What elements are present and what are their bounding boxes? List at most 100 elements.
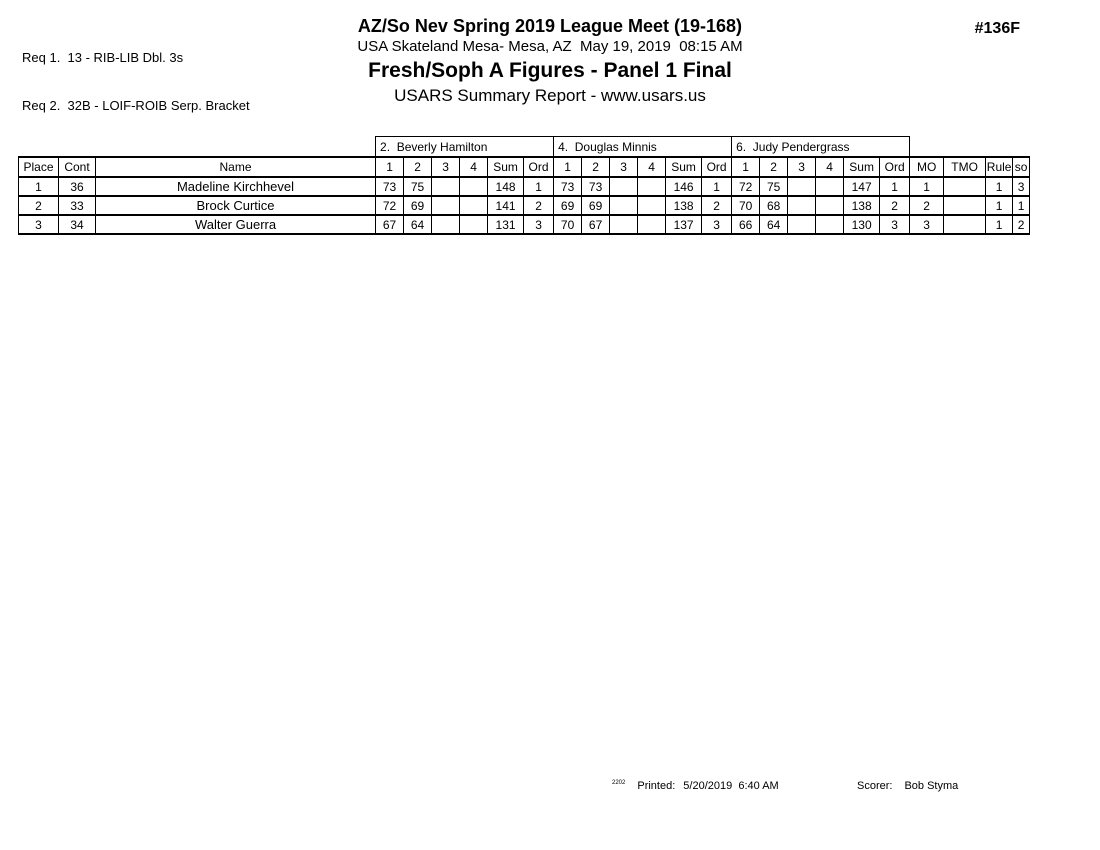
cell-score-j2-t2: 73: [581, 176, 611, 197]
meet-title: AZ/So Nev Spring 2019 League Meet (19-16…: [357, 16, 743, 36]
col-header-cont: Cont: [58, 156, 96, 178]
cell-tmo: [943, 176, 987, 197]
cell-tmo: [943, 214, 987, 235]
col-header-j3-trial-1: 1: [731, 156, 761, 178]
col-header-j1-trial-3: 3: [431, 156, 461, 178]
cell-score-j1-t4: [459, 176, 489, 197]
cell-score-j1-t1: 67: [375, 214, 405, 235]
col-header-j3-sum: Sum: [843, 156, 881, 178]
results-body: 1 36 Madeline Kirchhevel 73 75 148 1 73 73 146 1 72…: [18, 176, 1031, 235]
cell-so: 2: [1012, 214, 1031, 235]
cell-score-j1-t1: 72: [375, 195, 405, 216]
cell-rule: 1: [985, 214, 1014, 235]
cell-sum-j1: 148: [487, 176, 525, 197]
col-header-j3-trial-4: 4: [815, 156, 845, 178]
cell-score-j2-t2: 69: [581, 195, 611, 216]
cell-place: 3: [18, 214, 59, 235]
judge-2-name: 4. Douglas Minnis: [553, 136, 733, 158]
cell-sum-j3: 147: [843, 176, 881, 197]
cell-score-j1-t4: [459, 195, 489, 216]
col-header-j2-trial-3: 3: [609, 156, 639, 178]
cell-score-j1-t2: 75: [403, 176, 433, 197]
judge-row-right-spacer: [910, 137, 1030, 158]
req-line-1: Req 1. 13 - RIB-LIB Dbl. 3s: [22, 50, 184, 65]
cell-sum-j1: 141: [487, 195, 525, 216]
cell-score-j3-t1: 70: [731, 195, 761, 216]
col-header-j2-trial-4: 4: [637, 156, 667, 178]
cell-score-j3-t3: [787, 176, 817, 197]
cell-score-j2-t1: 69: [553, 195, 583, 216]
col-header-j1-trial-2: 2: [403, 156, 433, 178]
cell-score-j2-t4: [637, 195, 667, 216]
col-header-j3-trial-3: 3: [787, 156, 817, 178]
cell-mo: 3: [909, 214, 945, 235]
cell-score-j3-t1: 72: [731, 176, 761, 197]
col-header-j1-sum: Sum: [487, 156, 525, 178]
version-mark: 2202: [612, 780, 626, 786]
col-header-j3-ord: Ord: [879, 156, 911, 178]
cell-score-j2-t3: [609, 195, 639, 216]
cell-score-j1-t2: 64: [403, 214, 433, 235]
cell-ord-j1: 2: [523, 195, 555, 216]
col-header-j2-ord: Ord: [701, 156, 733, 178]
judge-1-name: 2. Beverly Hamilton: [375, 136, 555, 158]
report-type-line: USARS Summary Report - www.usars.us: [394, 86, 706, 105]
cell-cont: 33: [58, 195, 96, 216]
col-header-j2-trial-1: 1: [553, 156, 583, 178]
cell-score-j1-t3: [431, 195, 461, 216]
cell-sum-j1: 131: [487, 214, 525, 235]
cell-tmo: [943, 195, 987, 216]
col-header-j2-trial-2: 2: [581, 156, 611, 178]
cell-name: Walter Guerra: [94, 214, 377, 235]
printed-line: 2202 Printed: 5/20/2019 6:40 AM: [612, 780, 779, 792]
cell-score-j2-t1: 73: [553, 176, 583, 197]
cell-score-j2-t3: [609, 214, 639, 235]
results-table: 2. Beverly Hamilton 4. Douglas Minnis 6.…: [18, 136, 1031, 235]
cell-name: Madeline Kirchhevel: [94, 176, 377, 197]
cell-score-j3-t2: 64: [759, 214, 789, 235]
cell-score-j1-t1: 73: [375, 176, 405, 197]
cell-score-j1-t4: [459, 214, 489, 235]
column-header-row: Place Cont Name 1 2 3 4 Sum Ord 1 2 3 4 …: [18, 156, 1031, 178]
cell-sum-j3: 138: [843, 195, 881, 216]
cell-sum-j3: 130: [843, 214, 881, 235]
col-header-rule: Rule: [985, 156, 1014, 178]
printed-value: 5/20/2019 6:40 AM: [683, 780, 779, 792]
cell-rule: 1: [985, 195, 1014, 216]
col-header-j3-trial-2: 2: [759, 156, 789, 178]
cell-score-j1-t3: [431, 214, 461, 235]
cell-ord-j2: 3: [701, 214, 733, 235]
cell-ord-j3: 2: [879, 195, 911, 216]
requirements-block: Req 1. 13 - RIB-LIB Dbl. 3s Req 2. 32B -…: [22, 18, 250, 130]
cell-score-j3-t3: [787, 214, 817, 235]
cell-score-j3-t3: [787, 195, 817, 216]
cell-score-j3-t2: 75: [759, 176, 789, 197]
col-header-j2-sum: Sum: [665, 156, 703, 178]
cell-name: Brock Curtice: [94, 195, 377, 216]
cell-so: 3: [1012, 176, 1031, 197]
col-header-j1-trial-1: 1: [375, 156, 405, 178]
cell-score-j3-t4: [815, 195, 845, 216]
scorer-line: Scorer: Bob Styma: [857, 780, 958, 792]
cell-sum-j2: 138: [665, 195, 703, 216]
cell-sum-j2: 137: [665, 214, 703, 235]
venue-date-line: USA Skateland Mesa- Mesa, AZ May 19, 201…: [357, 38, 743, 55]
cell-score-j3-t4: [815, 176, 845, 197]
cell-score-j2-t4: [637, 176, 667, 197]
event-number: #136F: [974, 20, 1020, 37]
cell-score-j2-t3: [609, 176, 639, 197]
cell-score-j3-t4: [815, 214, 845, 235]
cell-ord-j2: 2: [701, 195, 733, 216]
req-line-2: Req 2. 32B - LOIF-ROIB Serp. Bracket: [22, 98, 250, 113]
cell-place: 2: [18, 195, 59, 216]
cell-ord-j3: 3: [879, 214, 911, 235]
judge-row-left-spacer: [19, 137, 376, 158]
cell-rule: 1: [985, 176, 1014, 197]
scorer-label: Scorer:: [857, 780, 893, 792]
table-row: 2 33 Brock Curtice 72 69 141 2 69 69 138 2 70 68 138 2…: [18, 195, 1031, 216]
cell-cont: 36: [58, 176, 96, 197]
event-title: Fresh/Soph A Figures - Panel 1 Final: [368, 59, 732, 82]
cell-score-j3-t1: 66: [731, 214, 761, 235]
cell-score-j2-t4: [637, 214, 667, 235]
col-header-so: so: [1012, 156, 1031, 178]
